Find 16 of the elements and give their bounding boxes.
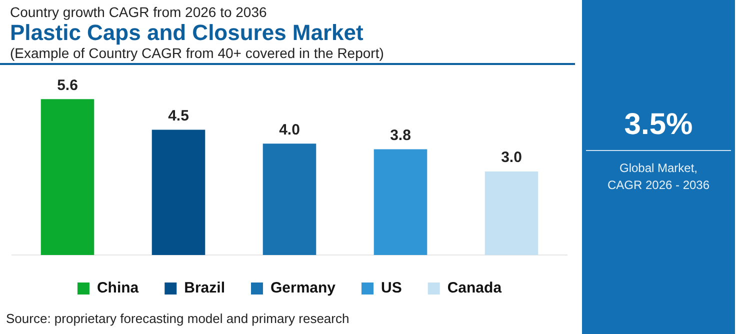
data-label: 3.8 bbox=[390, 126, 411, 144]
legend-label: Germany bbox=[270, 280, 336, 297]
legend-label: Canada bbox=[447, 280, 502, 297]
source-note: Source: proprietary forecasting model and primary research bbox=[6, 311, 350, 326]
data-label: 4.0 bbox=[279, 121, 300, 138]
text: 3.5% bbox=[623, 108, 694, 142]
legend-label: China bbox=[96, 280, 140, 297]
text: Country growth CAGR from 2026 to 2036 bbox=[10, 4, 267, 20]
legend-label: Brazil bbox=[184, 280, 225, 297]
data-label: 3.0 bbox=[501, 149, 522, 166]
chart-subtitle: (Example of Country CAGR from 40+ covered in the Report) bbox=[10, 45, 384, 61]
data-label: 4.5 bbox=[168, 107, 189, 124]
legend-label: US bbox=[381, 280, 402, 297]
chart-title: Plastic Caps and Closures Market bbox=[10, 20, 364, 46]
data-label: 5.6 bbox=[57, 76, 78, 94]
text: Global Market, CAGR 2026 - 2036 bbox=[606, 160, 711, 194]
